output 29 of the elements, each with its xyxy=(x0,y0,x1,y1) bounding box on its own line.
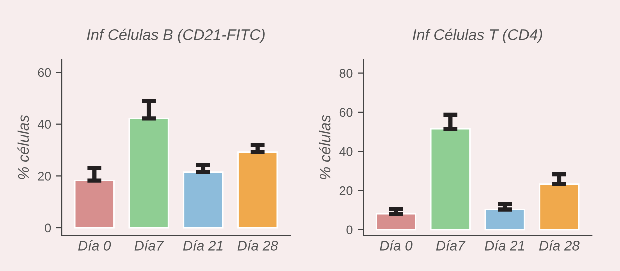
y-tick-label: 80 xyxy=(340,69,353,78)
y-tick-label: 40 xyxy=(38,120,52,130)
chart-title: Inf Células B (CD21-FITC) xyxy=(87,28,265,44)
bar xyxy=(539,184,580,231)
x-tick-label: Día 28 xyxy=(539,240,580,251)
x-tick-label: Día 0 xyxy=(380,240,413,251)
bar xyxy=(238,152,278,229)
y-axis-title: % células xyxy=(18,115,30,180)
y-axis-title: % células xyxy=(319,115,331,180)
y-tick-label: 0 xyxy=(45,224,52,233)
x-tick-label: Día 21 xyxy=(485,240,524,251)
x-tick-label: Día 0 xyxy=(78,240,112,251)
bar xyxy=(183,172,224,229)
y-tick-label: 20 xyxy=(340,186,353,196)
x-tick-label: Día7 xyxy=(134,240,164,251)
bar xyxy=(128,118,170,229)
y-tick-label: 60 xyxy=(340,108,353,118)
bar xyxy=(74,180,115,229)
bar xyxy=(376,213,417,231)
y-tick-label: 0 xyxy=(346,226,353,235)
y-tick-label: 60 xyxy=(38,68,52,78)
y-tick-label: 40 xyxy=(340,147,353,156)
bar xyxy=(484,209,526,231)
x-tick-label: Día 21 xyxy=(183,240,223,251)
chart-title: Inf Células T (CD4) xyxy=(413,28,542,44)
x-tick-label: Día7 xyxy=(436,240,466,251)
bar xyxy=(430,128,471,231)
y-tick-label: 20 xyxy=(38,172,52,181)
x-tick-label: Día 28 xyxy=(238,240,278,251)
